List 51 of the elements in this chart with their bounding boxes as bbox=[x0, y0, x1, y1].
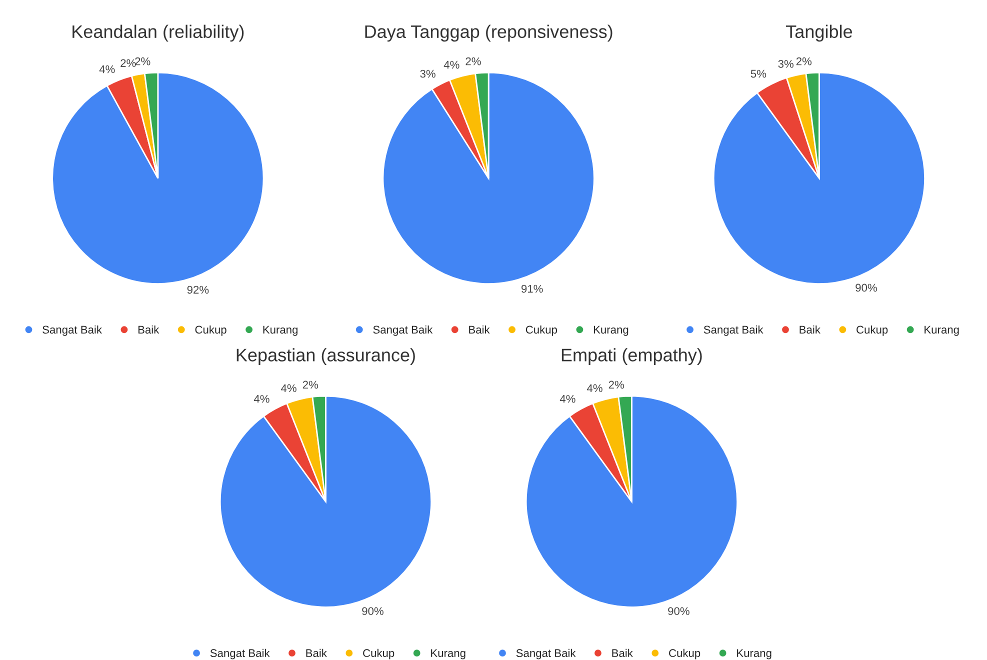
data-label: 2% bbox=[302, 380, 318, 389]
legend-label: Kurang bbox=[737, 649, 772, 660]
pie-slice bbox=[525, 395, 738, 608]
data-label: 90% bbox=[668, 607, 690, 616]
data-label: 2% bbox=[466, 57, 481, 66]
pie-slice bbox=[52, 72, 264, 284]
pie-slice bbox=[712, 72, 926, 284]
legend-label: Baik bbox=[612, 648, 633, 658]
data-label: 4% bbox=[99, 65, 115, 74]
legend-label: Kurang bbox=[263, 326, 298, 336]
data-label: 3% bbox=[420, 70, 436, 78]
legend-label: Cukup bbox=[195, 325, 226, 336]
data-label: 91% bbox=[521, 284, 543, 293]
data-label: 4% bbox=[586, 384, 602, 392]
legend-label: Sangat Baik bbox=[42, 325, 102, 336]
data-label: 92% bbox=[187, 286, 209, 294]
data-label: 90% bbox=[856, 284, 877, 292]
data-label: 2% bbox=[796, 57, 812, 66]
legend-label: Baik bbox=[469, 325, 490, 334]
pie-slice bbox=[106, 75, 159, 179]
data-label: 4% bbox=[254, 394, 270, 403]
data-label: 3% bbox=[778, 60, 794, 68]
slice-label: Sangat Baik bbox=[516, 648, 576, 660]
chart-title: Tangible bbox=[786, 24, 852, 42]
chart-title: Empati (empathy) bbox=[562, 348, 702, 366]
data-label: 90% bbox=[362, 607, 384, 616]
data-label: 5% bbox=[750, 70, 766, 78]
data-label: 4% bbox=[560, 394, 576, 403]
legend-label: Kurang bbox=[594, 326, 628, 336]
slice-label: Sangat Baik bbox=[373, 325, 433, 336]
pie-slice bbox=[382, 72, 595, 284]
data-label: 2% bbox=[120, 59, 136, 68]
legend-label: Baik bbox=[138, 325, 160, 334]
slice-label: Sangat Baik bbox=[704, 325, 764, 336]
data-label: 2% bbox=[608, 380, 624, 389]
chart-title: Keandalan (reliability) bbox=[72, 24, 244, 42]
legend-label: Cukup bbox=[363, 648, 394, 660]
legend-label: Kurang bbox=[924, 326, 959, 336]
legend-label: Cukup bbox=[669, 648, 700, 660]
data-label: 4% bbox=[444, 60, 460, 69]
chart-title: Kepastian (assurance) bbox=[236, 348, 415, 366]
legend-label: Cukup bbox=[526, 325, 558, 336]
legend-label: Baik bbox=[800, 325, 820, 334]
data-label: 4% bbox=[281, 384, 296, 392]
legend-label: Kurang bbox=[431, 649, 466, 660]
legend-label: Cukup bbox=[856, 325, 888, 336]
data-label: 2% bbox=[135, 57, 150, 66]
chart-title: Daya Tanggap (reponsiveness) bbox=[365, 24, 612, 42]
legend-label: Sangat Baik bbox=[210, 648, 270, 660]
legend-label: Baik bbox=[306, 648, 327, 658]
pie-slice bbox=[219, 395, 432, 608]
